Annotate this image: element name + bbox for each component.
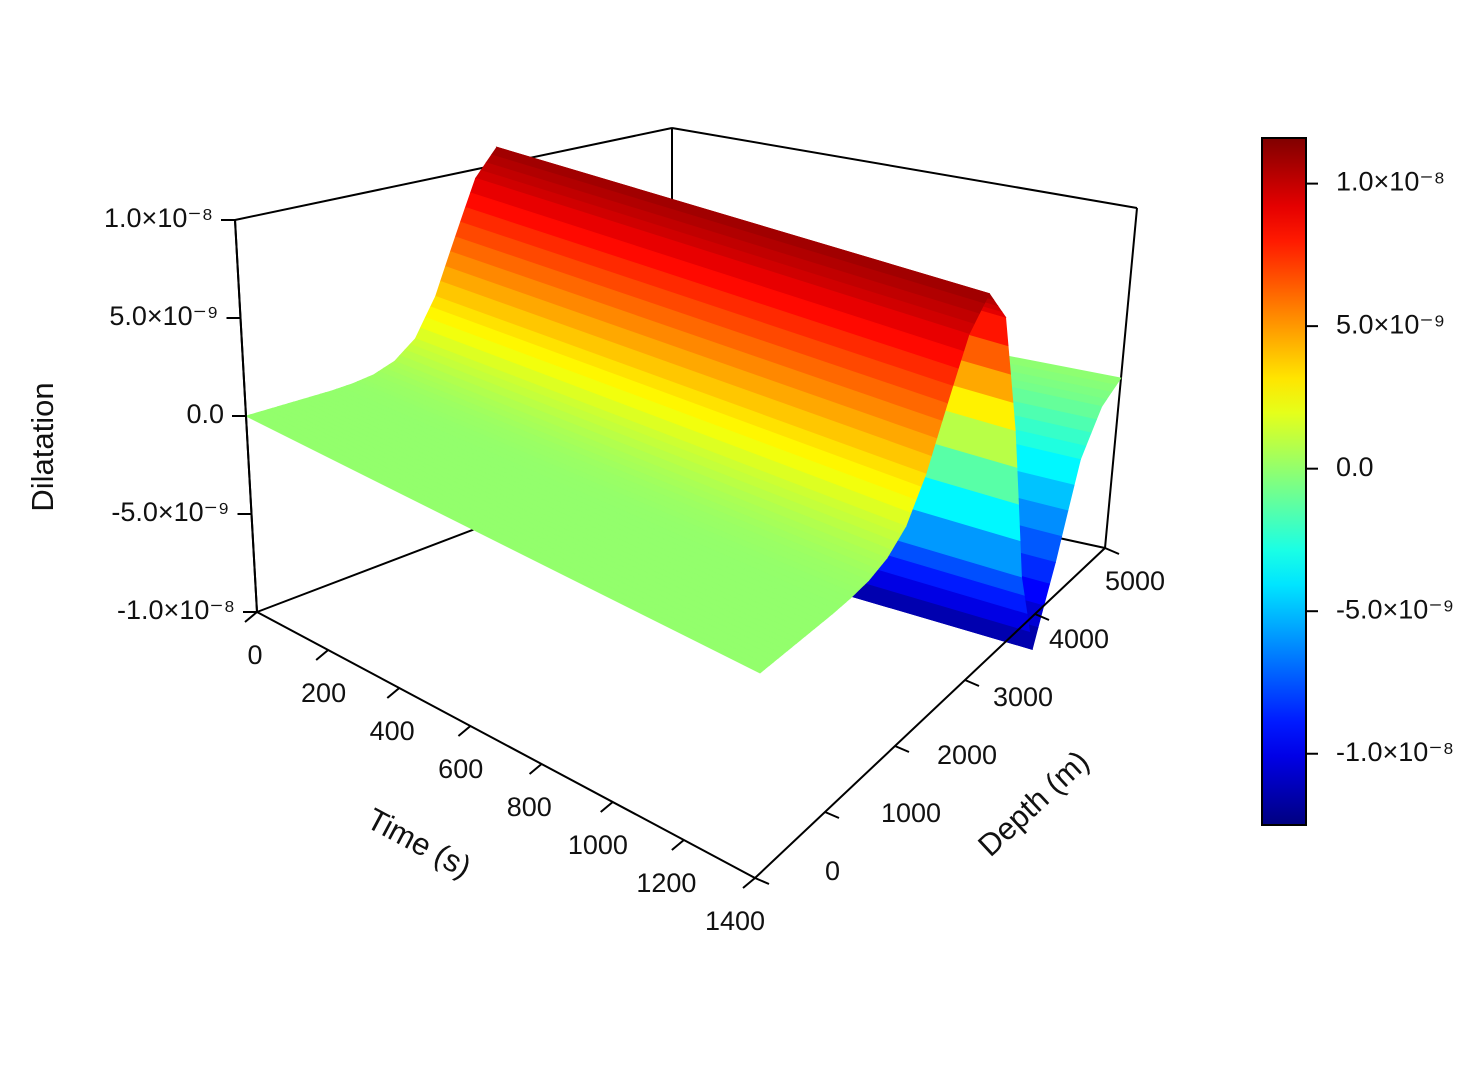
x-tick-label: 0 [247, 640, 262, 670]
x-tick-label: 400 [370, 716, 415, 746]
z-tick-label: 0.0 [186, 399, 224, 429]
colorbar-tick-label: 1.0×10⁻⁸ [1336, 167, 1445, 197]
colorbar [1261, 137, 1307, 826]
box-edge [234, 127, 673, 221]
z-tick-label: 5.0×10⁻⁹ [109, 301, 218, 331]
y-tick-label: 4000 [1049, 624, 1109, 654]
y-tick-label: 1000 [881, 798, 941, 828]
y-tick-label: 0 [825, 856, 840, 886]
y-tick [894, 745, 910, 753]
y-tick [964, 679, 980, 687]
z-axis-title: Dilatation [25, 382, 60, 511]
x-tick [528, 763, 543, 775]
x-tick-label: 200 [301, 678, 346, 708]
x-tick [315, 649, 329, 661]
x-tick-label: 1200 [636, 868, 696, 898]
colorbar-tick-label: -5.0×10⁻⁹ [1336, 594, 1454, 624]
x-tick-label: 800 [507, 792, 552, 822]
x-tick [600, 801, 614, 813]
y-tick [754, 877, 770, 885]
colorbar-tick-label: 0.0 [1336, 452, 1374, 482]
box-edge [671, 127, 1138, 209]
x-tick [386, 687, 400, 699]
colorbar-tick-label: -1.0×10⁻⁸ [1336, 737, 1454, 767]
y-tick [1104, 547, 1120, 555]
z-tick-label: 1.0×10⁻⁸ [104, 203, 213, 233]
x-tick [457, 725, 472, 737]
y-tick-label: 3000 [993, 682, 1053, 712]
colorbar-tick-label: 5.0×10⁻⁹ [1336, 309, 1445, 339]
x-axis [256, 611, 756, 879]
x-tick-label: 1400 [705, 906, 765, 936]
x-tick-label: 600 [438, 754, 483, 784]
z-tick-label: -1.0×10⁻⁸ [117, 595, 235, 625]
x-tick [671, 839, 685, 851]
y-axis [754, 547, 1106, 879]
y-tick-label: 5000 [1105, 566, 1165, 596]
x-tick [742, 877, 756, 889]
surface [244, 146, 1122, 674]
surface-strip [244, 414, 766, 674]
z-tick-label: -5.0×10⁻⁹ [111, 497, 229, 527]
y-tick [824, 811, 840, 819]
y-tick [1034, 613, 1050, 621]
x-tick-label: 1000 [568, 830, 628, 860]
y-tick-label: 2000 [937, 740, 997, 770]
x-tick [244, 611, 258, 623]
x-axis-title: Time (s) [361, 801, 477, 885]
